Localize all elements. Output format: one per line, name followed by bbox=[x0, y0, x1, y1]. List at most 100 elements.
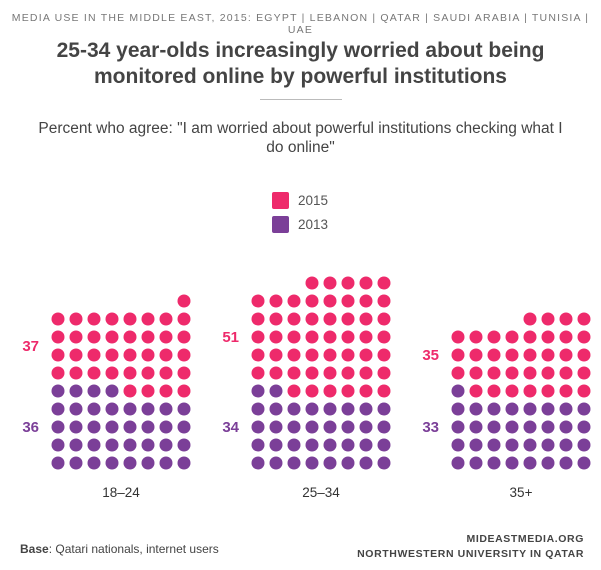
dot-2015-0-50 bbox=[87, 348, 101, 362]
survey-header: MEDIA USE IN THE MIDDLE EAST, 2015: EGYP… bbox=[11, 12, 590, 36]
dot-2013-2-9 bbox=[469, 438, 483, 452]
dot-2015-2-40 bbox=[451, 366, 465, 380]
dot-2013-0-32 bbox=[51, 384, 65, 398]
dot-2015-1-51 bbox=[305, 348, 319, 362]
dot-2013-0-5 bbox=[141, 456, 155, 470]
dot-2015-1-61 bbox=[341, 330, 355, 344]
dot-2013-2-32 bbox=[451, 384, 465, 398]
dot-2015-1-84 bbox=[377, 276, 391, 290]
dot-2013-2-12 bbox=[523, 438, 537, 452]
dot-2015-0-42 bbox=[87, 366, 101, 380]
dot-2015-0-36 bbox=[123, 384, 137, 398]
dot-2013-1-33 bbox=[269, 384, 283, 398]
dot-2015-0-44 bbox=[123, 366, 137, 380]
dot-2015-1-83 bbox=[359, 276, 373, 290]
dot-2013-2-18 bbox=[487, 420, 501, 434]
dot-2013-2-29 bbox=[541, 402, 555, 416]
dot-2015-1-81 bbox=[323, 276, 337, 290]
dot-2015-2-47 bbox=[577, 366, 591, 380]
dot-2013-2-19 bbox=[505, 420, 519, 434]
dot-2015-2-49 bbox=[469, 348, 483, 362]
dot-2013-2-26 bbox=[487, 402, 501, 416]
dot-2015-2-44 bbox=[523, 366, 537, 380]
dot-2015-1-41 bbox=[269, 366, 283, 380]
dot-2015-1-75 bbox=[305, 294, 319, 308]
dot-2013-2-7 bbox=[577, 456, 591, 470]
dot-2013-0-9 bbox=[69, 438, 83, 452]
source-site: MIDEASTMEDIA.ORG bbox=[466, 533, 584, 545]
dot-2013-2-13 bbox=[541, 438, 555, 452]
dot-2015-0-68 bbox=[123, 312, 137, 326]
dot-2015-2-52 bbox=[523, 348, 537, 362]
dot-2013-2-16 bbox=[451, 420, 465, 434]
dot-2015-0-54 bbox=[159, 348, 173, 362]
dot-2013-1-22 bbox=[359, 420, 373, 434]
chart-subtitle: Percent who agree: "I am worried about p… bbox=[38, 120, 563, 156]
dot-2013-1-32 bbox=[251, 384, 265, 398]
base-label: Base bbox=[20, 542, 49, 556]
dot-2013-2-6 bbox=[559, 456, 573, 470]
dot-2013-0-29 bbox=[141, 402, 155, 416]
dot-2013-2-20 bbox=[523, 420, 537, 434]
dot-2013-0-23 bbox=[177, 420, 191, 434]
group-1: 34 51 25–34 bbox=[222, 276, 391, 500]
value-label-2015-1: 51 bbox=[222, 329, 239, 346]
dot-2013-1-1 bbox=[269, 456, 283, 470]
dot-2015-1-45 bbox=[341, 366, 355, 380]
dot-2015-1-63 bbox=[377, 330, 391, 344]
dot-2013-2-3 bbox=[505, 456, 519, 470]
dot-2015-1-39 bbox=[377, 384, 391, 398]
dot-2013-2-30 bbox=[559, 402, 573, 416]
dot-2013-0-17 bbox=[69, 420, 83, 434]
value-label-2013-2: 33 bbox=[422, 419, 439, 436]
dot-2015-0-52 bbox=[123, 348, 137, 362]
dot-2015-2-39 bbox=[577, 384, 591, 398]
dot-2015-1-70 bbox=[359, 312, 373, 326]
dot-2015-2-45 bbox=[541, 366, 555, 380]
dot-2013-1-15 bbox=[377, 438, 391, 452]
dot-2015-0-45 bbox=[141, 366, 155, 380]
dot-2015-2-63 bbox=[577, 330, 591, 344]
dot-2015-1-57 bbox=[269, 330, 283, 344]
dot-2015-1-67 bbox=[305, 312, 319, 326]
dot-2015-2-37 bbox=[541, 384, 555, 398]
dot-2015-2-67 bbox=[577, 312, 591, 326]
dot-2015-1-71 bbox=[377, 312, 391, 326]
dot-2015-0-69 bbox=[141, 312, 155, 326]
dot-2013-2-27 bbox=[505, 402, 519, 416]
dot-2013-1-27 bbox=[305, 402, 319, 416]
category-label-1: 25–34 bbox=[302, 485, 340, 500]
dot-2013-0-20 bbox=[123, 420, 137, 434]
dot-2015-2-34 bbox=[487, 384, 501, 398]
dot-2013-2-0 bbox=[451, 456, 465, 470]
dot-2015-0-71 bbox=[177, 312, 191, 326]
dot-2013-1-8 bbox=[251, 438, 265, 452]
dot-2015-2-61 bbox=[541, 330, 555, 344]
dot-2015-1-82 bbox=[341, 276, 355, 290]
dot-2013-1-17 bbox=[269, 420, 283, 434]
dot-2015-1-52 bbox=[323, 348, 337, 362]
dot-2015-1-49 bbox=[269, 348, 283, 362]
dot-2015-2-64 bbox=[523, 312, 537, 326]
legend: 2015 2013 bbox=[272, 189, 328, 237]
legend-label-2015: 2015 bbox=[298, 192, 329, 208]
dot-2013-0-7 bbox=[177, 456, 191, 470]
dot-2015-2-48 bbox=[451, 348, 465, 362]
dot-2015-0-41 bbox=[69, 366, 83, 380]
dot-2013-2-17 bbox=[469, 420, 483, 434]
dot-2015-2-43 bbox=[505, 366, 519, 380]
dot-2013-0-28 bbox=[123, 402, 137, 416]
dot-2013-1-24 bbox=[251, 402, 265, 416]
dot-2015-1-79 bbox=[377, 294, 391, 308]
dot-2013-2-1 bbox=[469, 456, 483, 470]
dot-2015-1-73 bbox=[269, 294, 283, 308]
dot-2013-1-19 bbox=[305, 420, 319, 434]
dot-2015-2-33 bbox=[469, 384, 483, 398]
dot-2013-0-10 bbox=[87, 438, 101, 452]
dot-2015-0-43 bbox=[105, 366, 119, 380]
dot-2013-0-13 bbox=[141, 438, 155, 452]
legend-swatch-2013 bbox=[272, 215, 289, 233]
value-label-2013-1: 34 bbox=[222, 419, 239, 436]
dot-2015-0-63 bbox=[177, 330, 191, 344]
dot-2013-0-31 bbox=[177, 402, 191, 416]
